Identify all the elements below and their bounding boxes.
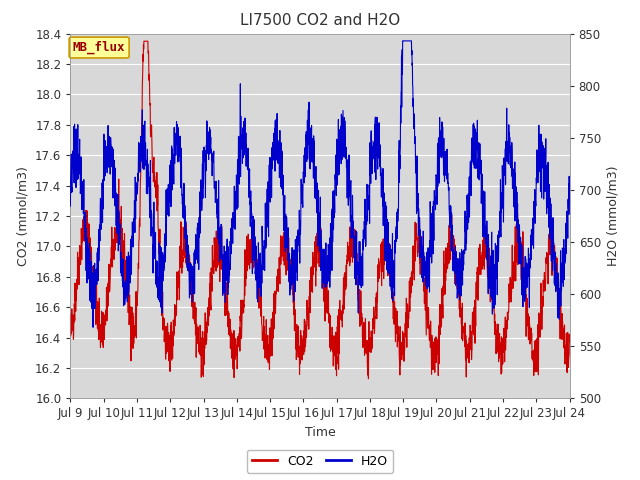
Y-axis label: H2O (mmol/m3): H2O (mmol/m3) — [607, 166, 620, 266]
Y-axis label: CO2 (mmol/m3): CO2 (mmol/m3) — [17, 166, 29, 266]
Title: LI7500 CO2 and H2O: LI7500 CO2 and H2O — [240, 13, 400, 28]
Text: MB_flux: MB_flux — [73, 41, 125, 54]
Legend: CO2, H2O: CO2, H2O — [247, 450, 393, 473]
X-axis label: Time: Time — [305, 426, 335, 439]
